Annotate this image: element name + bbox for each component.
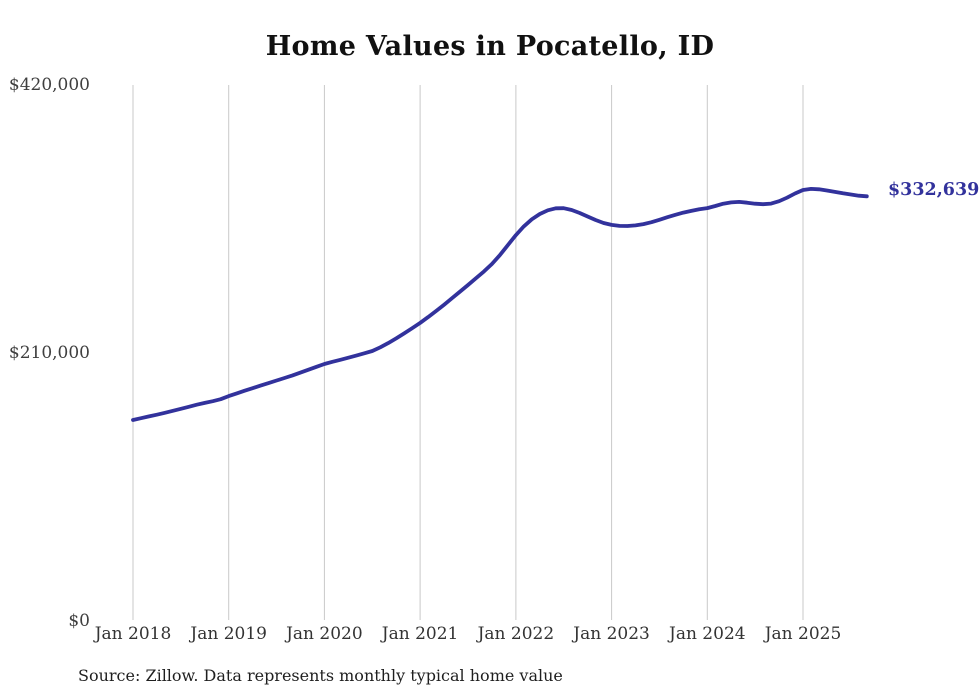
y-tick-label-zero: $0 (68, 611, 90, 631)
x-tick-label-jan-2018: Jan 2018 (94, 624, 172, 644)
home-value-line (131, 187, 869, 422)
x-tick-label-jan-2023: Jan 2023 (573, 624, 650, 644)
latest-value-label: $332,639 (888, 180, 980, 200)
y-tick-label-middle: $210,000 (8, 343, 90, 363)
y-tick-label-top: $420,000 (8, 75, 90, 95)
x-tick-label-jan-2022: Jan 2022 (477, 624, 555, 644)
x-tick-label-jan-2021: Jan 2021 (381, 624, 459, 644)
x-tick-label-jan-2025: Jan 2025 (764, 624, 842, 644)
x-tick-label-jan-2020: Jan 2020 (286, 624, 363, 644)
chart-title: Home Values in Pocatello, ID (265, 31, 715, 62)
x-tick-label-jan-2019: Jan 2019 (190, 624, 267, 644)
source-note: Source: Zillow. Data represents monthly … (78, 666, 563, 685)
x-tick-label-jan-2024: Jan 2024 (669, 624, 746, 644)
